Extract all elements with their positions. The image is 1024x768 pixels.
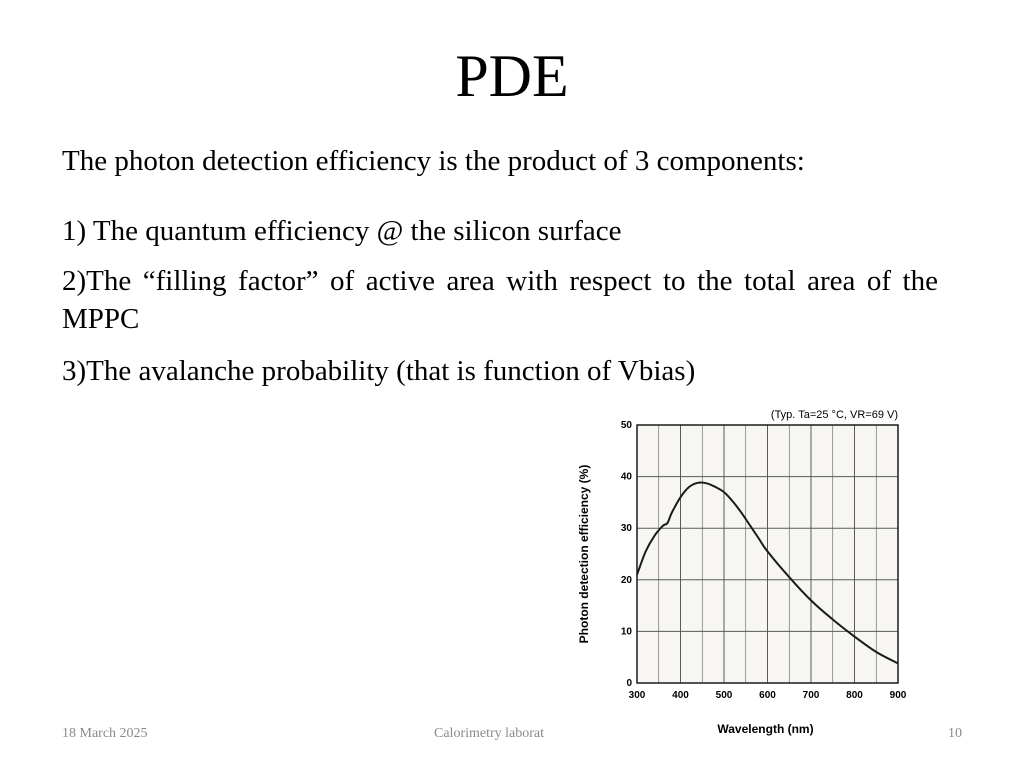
list-item-filling-factor: 2)The “filling factor” of active area wi…: [62, 265, 938, 335]
pde-chart: 300 400 500 600 700 800 900 0 10 20 30 40 50 (Typ. T…: [577, 409, 907, 736]
footer-center-text: Calorimetry laborat: [434, 726, 545, 741]
x-tick-label: 700: [803, 690, 820, 701]
list-item-quantum-efficiency: 1) The quantum efficiency @ the silicon …: [62, 215, 622, 247]
x-tick-label: 800: [846, 690, 863, 701]
footer-date: 18 March 2025: [62, 726, 148, 741]
intro-text: The photon detection efficiency is the p…: [62, 145, 805, 177]
y-tick-label: 50: [621, 420, 633, 431]
tick-labels: 300 400 500 600 700 800 900 0 10 20 30 40 50: [621, 420, 907, 701]
x-tick-label: 500: [716, 690, 733, 701]
y-tick-label: 0: [626, 678, 632, 689]
list-item-avalanche-probability: 3)The avalanche probability (that is fun…: [62, 355, 696, 387]
y-tick-label: 20: [621, 575, 633, 586]
x-tick-label: 300: [629, 690, 646, 701]
y-tick-label: 10: [621, 626, 633, 637]
chart-annotation: (Typ. Ta=25 °C, VR=69 V): [771, 409, 898, 421]
slide-title: PDE: [455, 43, 569, 109]
y-tick-label: 30: [621, 523, 633, 534]
grid-lines: [637, 425, 898, 683]
y-tick-label: 40: [621, 472, 633, 483]
x-tick-label: 600: [759, 690, 776, 701]
plot-frame: [636, 424, 899, 684]
y-axis-label: Photon detection efficiency (%): [577, 465, 591, 644]
x-tick-label: 900: [890, 690, 907, 701]
series-line: [636, 481, 899, 665]
x-axis-label: Wavelength (nm): [717, 722, 813, 736]
x-tick-label: 400: [672, 690, 689, 701]
page-number: 10: [948, 726, 962, 741]
